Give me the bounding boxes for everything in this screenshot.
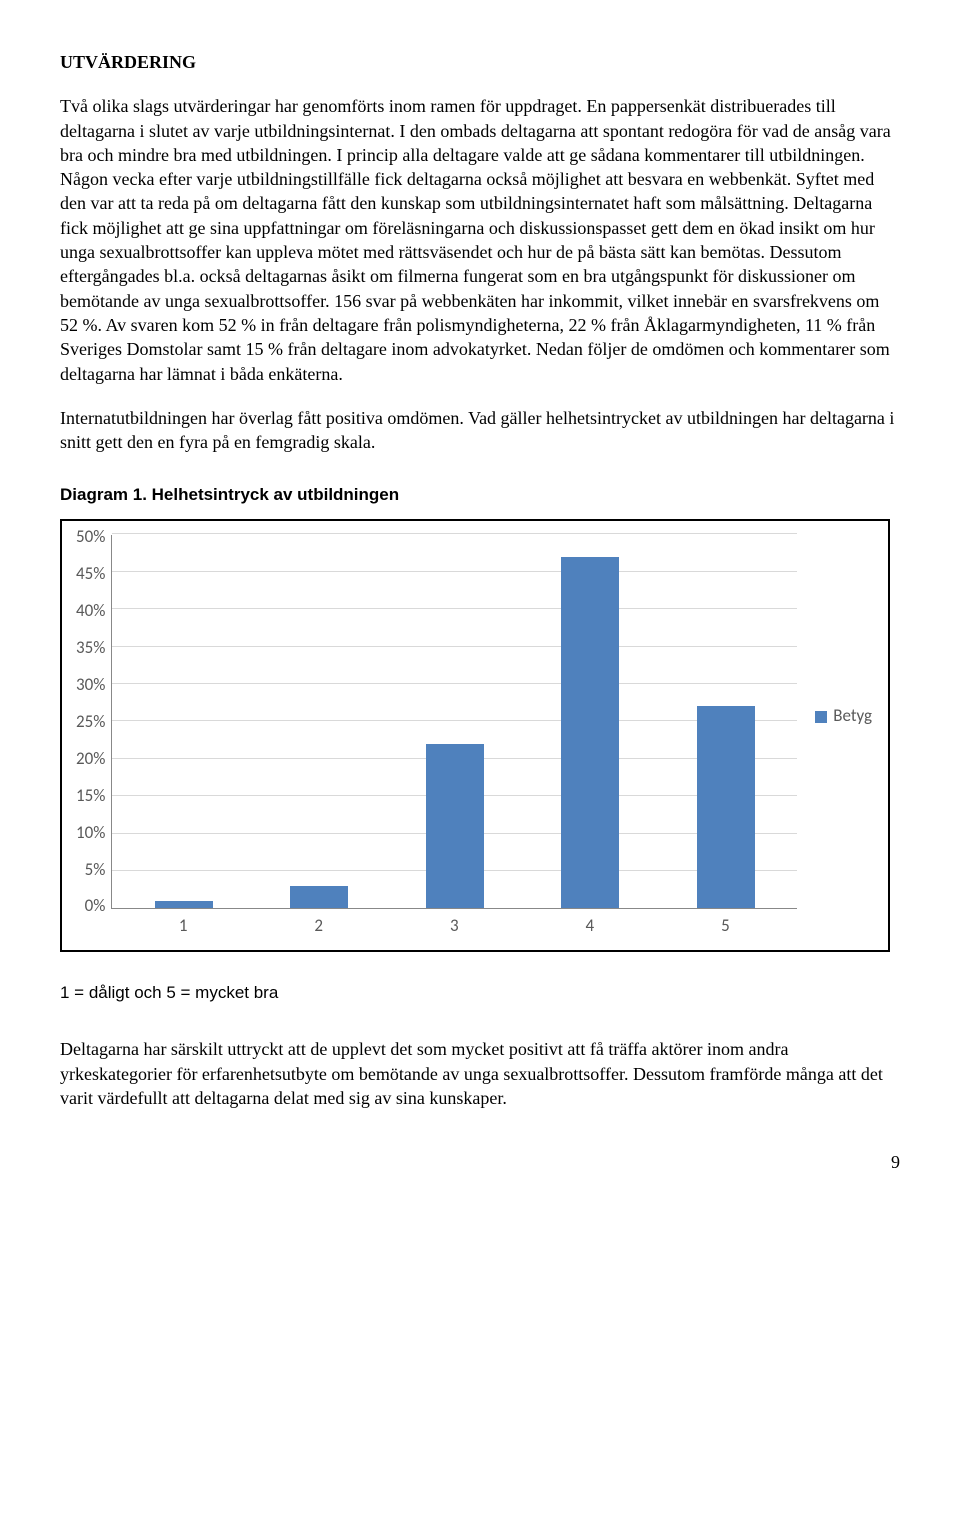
page-number: 9 [60,1150,900,1174]
chart-bar [561,557,619,909]
y-tick-label: 25% [76,711,105,734]
body-paragraph-1: Två olika slags utvärderingar har genomf… [60,94,900,386]
legend-swatch-icon [815,711,827,723]
y-tick-label: 45% [76,563,105,586]
scale-caption: 1 = dåligt och 5 = mycket bra [60,982,900,1005]
body-paragraph-3: Deltagarna har särskilt uttryckt att de … [60,1037,900,1110]
x-tick-label: 4 [561,915,619,938]
x-tick-label: 1 [154,915,212,938]
y-tick-label: 30% [76,674,105,697]
y-tick-label: 35% [76,637,105,660]
x-tick-label: 5 [696,915,754,938]
body-paragraph-2: Internatutbildningen har överlag fått po… [60,406,900,455]
bar-chart: 50% 45% 40% 35% 30% 25% 20% 15% 10% 5% 0% 1 2 3 4 5 Be… [60,519,890,952]
chart-legend: Betyg [797,705,872,728]
y-tick-label: 0% [76,895,105,918]
x-tick-label: 3 [425,915,483,938]
chart-bar [290,886,348,908]
x-tick-label: 2 [290,915,348,938]
chart-bar [155,901,213,908]
y-tick-label: 20% [76,748,105,771]
chart-bar [426,744,484,909]
y-tick-label: 5% [76,859,105,882]
y-tick-label: 10% [76,822,105,845]
section-heading: UTVÄRDERING [60,50,900,74]
y-tick-label: 15% [76,785,105,808]
y-axis-labels: 50% 45% 40% 35% 30% 25% 20% 15% 10% 5% 0% [76,526,111,918]
x-axis-labels: 1 2 3 4 5 [111,909,797,938]
diagram-title: Diagram 1. Helhetsintryck av utbildninge… [60,484,900,507]
legend-label: Betyg [833,705,872,728]
y-tick-label: 40% [76,600,105,623]
chart-plot-area [111,535,797,909]
y-tick-label: 50% [76,526,105,549]
chart-bar [697,706,755,908]
